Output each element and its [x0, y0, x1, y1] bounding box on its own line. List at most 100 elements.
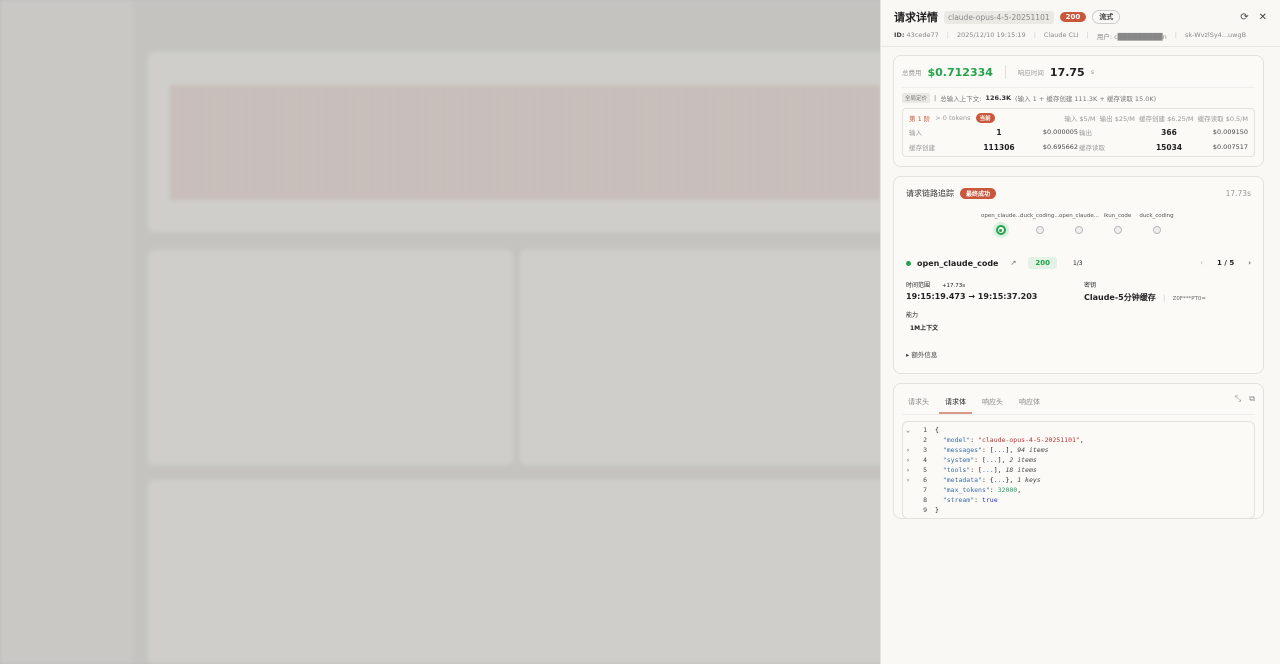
json-system: 2 items [1009, 456, 1037, 464]
prev-icon[interactable]: ‹ [1200, 259, 1204, 267]
trace-card: 请求链路追踪 最终成功 17.73s open_claude... duck_co… [893, 176, 1264, 374]
pricing-tier: 第 1 阶 > 0 tokens 当前 输入 $5/M 输出 $25/M 缓存创… [902, 108, 1255, 157]
close-icon[interactable]: ✕ [1258, 11, 1267, 23]
pricing-tag: 全局定价 [902, 93, 931, 103]
tier-v2: 15034 [1155, 142, 1183, 152]
copy-icon[interactable]: ⧉ [1249, 394, 1255, 403]
context-label: 总输入上下文: [940, 95, 982, 103]
client-name: Claude CLI [1043, 31, 1079, 39]
expand-toggle[interactable]: › [906, 476, 910, 484]
background-table-left [148, 250, 513, 465]
json-messages: 94 items [1017, 446, 1049, 454]
refresh-icon[interactable]: ⟳ [1240, 11, 1249, 23]
extra-info-label: 额外信息 [911, 351, 938, 359]
user-label: 用户: [1096, 33, 1113, 41]
attempt-count: 1/3 [1072, 259, 1083, 267]
cost-summary-card: 总费用 $0.712334 响应时间 17.75 s 全局定价 | 总输入上下文… [893, 55, 1264, 167]
key-name: Claude-5分钟缓存 [1084, 293, 1156, 302]
trace-title: 请求链路追踪 [906, 189, 954, 198]
tier-v1: 111306 [983, 142, 1015, 152]
time-range-label: 时间范围 [906, 282, 931, 289]
trace-node[interactable]: duck_coding... [1020, 213, 1060, 235]
trace-node-label: duck_coding... [1020, 213, 1060, 219]
final-success-badge: 最终成功 [960, 188, 997, 199]
tier-c2: $0.009150 [1212, 128, 1248, 136]
model-tag: claude-opus-4-5-20251101 [944, 10, 1054, 24]
background-sidebar [0, 0, 133, 664]
context-total: 126.3K [985, 94, 1012, 102]
status-dot-icon [906, 260, 911, 266]
time-range: 19:15:19.473 → 19:15:37.203 [906, 292, 1038, 301]
context-detail: (输入 1 + 缓存创建 111.3K + 缓存读取 15.0K) [1015, 95, 1157, 103]
key-label: 密钥 [1084, 282, 1097, 289]
trace-node[interactable]: open_claude... [981, 213, 1022, 235]
json-metadata: 1 keys [1017, 476, 1041, 484]
json-model: "claude-opus-4-5-20251101" [978, 436, 1080, 444]
provider-status: 200 [1028, 257, 1057, 269]
cost-label: 总费用 [902, 69, 922, 77]
tier-c1: $0.000005 [1042, 128, 1078, 136]
tab-3[interactable]: 响应体 [1019, 398, 1040, 406]
expand-toggle[interactable]: › [906, 456, 910, 464]
external-link-icon[interactable]: ↗ [1010, 259, 1017, 267]
capability-label: 能力 [906, 312, 919, 319]
node-dot-icon [995, 225, 1006, 235]
fold-toggle[interactable]: ⌄ [906, 426, 910, 434]
provider-name: open_claude_code [917, 258, 999, 268]
next-icon[interactable]: › [1248, 259, 1251, 267]
request-body-card: 请求头 请求体 响应头 响应体 ⤡ ⧉ ⌄ 1{ 2 "model": "claude-o… [893, 383, 1264, 519]
tab-1[interactable]: 请求体 [939, 394, 972, 414]
tier-v2: 366 [1161, 127, 1177, 137]
collapse-icon[interactable]: ⤡ [1234, 394, 1242, 403]
user-name: c█████████n [1114, 33, 1167, 41]
capability-value: 1M上下文 [910, 325, 939, 332]
trace-nodes: open_claude... duck_coding... open_claude.… [894, 213, 1263, 235]
tier-c1: $0.695662 [1042, 143, 1078, 151]
trace-node-label: duck_coding [1139, 213, 1174, 219]
tier-l1: 输入 [909, 129, 922, 137]
trace-node[interactable]: ikun_code [1098, 213, 1137, 235]
node-dot-icon [1074, 226, 1083, 234]
tier-name: 第 1 阶 [909, 115, 931, 123]
expand-toggle[interactable]: › [906, 446, 910, 454]
trace-pager: 1 / 5 [1217, 259, 1235, 267]
background-logs-table [148, 480, 888, 664]
status-badge: 200 [1059, 12, 1087, 22]
background-table-right [520, 250, 888, 465]
json-viewer: ⌄ 1{ 2 "model": "claude-opus-4-5-20251101… [902, 421, 1255, 519]
tier-v1: 1 [996, 127, 1002, 137]
tier-l2: 缓存读取 [1079, 144, 1105, 152]
response-time: 17.75 [1049, 65, 1085, 79]
stream-badge: 流式 [1092, 10, 1121, 24]
node-dot-icon [1113, 226, 1122, 234]
trace-node[interactable]: duck_coding [1137, 213, 1176, 235]
tier-c2: $0.007517 [1212, 143, 1248, 151]
request-time: 2025/12/10 19:15:19 [956, 31, 1026, 39]
background-heatmap [170, 85, 880, 200]
tab-0[interactable]: 请求头 [908, 398, 929, 406]
trace-node-label: open_claude... [981, 213, 1022, 219]
tier-l2: 输出 [1079, 129, 1092, 137]
tab-2[interactable]: 响应头 [982, 398, 1003, 406]
expand-toggle[interactable]: › [906, 466, 910, 474]
trace-node-label: ikun_code [1103, 213, 1132, 219]
drawer-title: 请求详情 [894, 11, 938, 24]
response-time-label: 响应时间 [1017, 69, 1044, 77]
trace-node-label: open_claude... [1059, 213, 1100, 219]
id-label: ID: [894, 31, 905, 39]
tier-range: > 0 tokens [935, 114, 971, 122]
json-stream: true [981, 496, 998, 504]
extra-info-toggle[interactable]: ▸ 额外信息 [906, 351, 938, 359]
tier-prices: 输入 $5/M 输出 $25/M 缓存创建 $6.25/M 缓存读取 $0.5/… [1064, 115, 1248, 123]
node-dot-icon [1152, 226, 1161, 234]
request-id: 43cede77 [906, 31, 939, 39]
key-masked: Z0F***PT0= [1172, 296, 1207, 302]
current-tier-badge: 当前 [975, 113, 995, 123]
api-key: sk-WvzlSy4...uwgB [1184, 31, 1247, 39]
trace-node[interactable]: open_claude... [1059, 213, 1100, 235]
json-tools: 18 items [1005, 466, 1037, 474]
total-cost: $0.712334 [927, 65, 993, 79]
response-time-unit: s [1090, 68, 1095, 76]
node-dot-icon [1035, 226, 1044, 234]
tier-l1: 缓存创建 [909, 144, 935, 152]
